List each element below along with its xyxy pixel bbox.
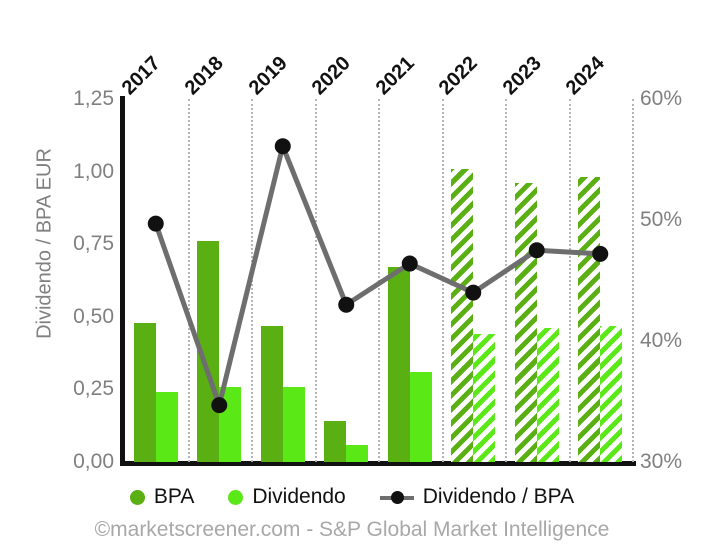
legend-label: Dividendo / BPA — [422, 485, 575, 508]
gridline — [505, 99, 507, 462]
x-axis-tick-label-2017: 2017 — [117, 52, 165, 100]
bar-bpa-2017 — [133, 322, 156, 462]
legend-item-bpa[interactable]: BPA — [129, 485, 195, 509]
bar-dividendo-2022 — [473, 334, 496, 462]
x-axis-tick-label-2021: 2021 — [371, 52, 419, 100]
bar-dividendo-2021 — [409, 371, 432, 462]
bar-dividendo-2020 — [346, 444, 369, 462]
bar-dividendo-2024 — [600, 325, 623, 462]
plot-area — [124, 99, 634, 462]
bar-dividendo-2019 — [282, 386, 305, 462]
y-axis-line — [120, 96, 125, 465]
x-axis-tick-label-2019: 2019 — [244, 52, 292, 100]
x-axis-line — [120, 461, 636, 466]
y-axis-left-tick-label: 1,00 — [73, 159, 114, 183]
ratio-marker-2020 — [338, 296, 355, 313]
y-axis-right-ticks: 30% 40% 50% 60% — [640, 0, 704, 560]
bar-bpa-2021 — [387, 267, 410, 462]
ratio-marker-2018 — [211, 397, 228, 414]
gridline — [568, 99, 571, 462]
ratio-marker-2019 — [274, 138, 291, 155]
y-axis-left-tick-label: 0,25 — [73, 377, 114, 401]
gridline — [632, 99, 634, 462]
footer-credit: ©marketscreener.com - S&P Global Market … — [94, 518, 610, 541]
bar-dividendo-2023 — [536, 328, 559, 462]
ratio-line-series — [147, 138, 609, 414]
x-axis-tick-label-2024: 2024 — [561, 52, 610, 100]
legend-item-dividendo-bpa[interactable]: Dividendo / BPA — [379, 485, 575, 509]
x-axis-tick-label-2022: 2022 — [434, 52, 483, 100]
bar-bpa-2022 — [451, 168, 474, 462]
legend-item-dividendo[interactable]: Dividendo — [228, 485, 346, 509]
ratio-marker-2021 — [401, 255, 418, 272]
gridline — [378, 99, 380, 462]
chart-legend: BPA Dividendo Dividendo / BPA — [0, 480, 704, 514]
y-axis-left-tick-label: 0,00 — [73, 450, 114, 473]
legend-line-dot-icon — [379, 490, 414, 505]
gridline — [314, 99, 317, 462]
ratio-marker-2024 — [592, 245, 609, 262]
y-axis-left-tick-label: 0,50 — [73, 304, 114, 328]
x-axis-tick-label-2020: 2020 — [307, 52, 356, 100]
bar-bpa-2019 — [260, 325, 283, 462]
y-axis-left-ticks: 0,00 0,25 0,50 0,75 1,00 1,25 — [0, 0, 114, 560]
ratio-marker-2017 — [147, 215, 164, 232]
y-axis-right-tick-label: 60% — [640, 87, 683, 110]
ratio-marker-2022 — [465, 284, 482, 301]
ratio-marker-2023 — [528, 242, 545, 259]
y-axis-right-tick-label: 50% — [640, 208, 683, 231]
legend-label: BPA — [153, 485, 195, 508]
legend-dot-icon — [129, 489, 145, 505]
y-axis-left-tick-label: 1,25 — [73, 87, 114, 110]
x-axis-tick-label-2023: 2023 — [498, 52, 546, 100]
bar-dividendo-2017 — [155, 392, 178, 462]
y-axis-left-tick-label: 0,75 — [73, 232, 114, 256]
y-axis-right-tick-label: 40% — [640, 329, 683, 352]
legend-dot-icon — [228, 489, 244, 505]
x-axis-tick-label-2018: 2018 — [180, 52, 229, 100]
bar-bpa-2020 — [324, 421, 347, 462]
legend-label: Dividendo — [252, 485, 346, 508]
y-axis-right-tick-label: 30% — [640, 450, 683, 473]
ratio-line-path — [153, 143, 603, 408]
gridline — [187, 99, 190, 462]
